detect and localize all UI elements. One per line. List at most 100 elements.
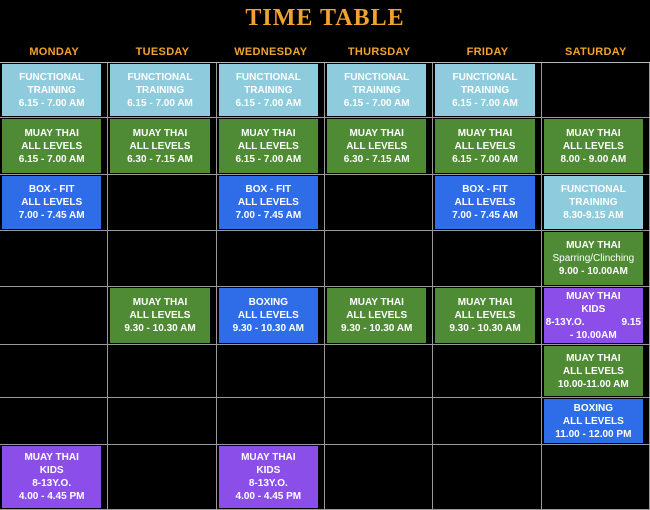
class-text-line: MUAY THAI <box>241 452 296 463</box>
class-text-line: 6.15 - 7.00 AM <box>235 153 302 165</box>
class-block: MUAY THAI ALL LEVELS 6.30 - 7.15 AM <box>327 119 427 173</box>
cell-tuesday-row7 <box>108 398 217 445</box>
cell-monday-row4 <box>0 231 109 287</box>
class-block: BOX - FIT ALL LEVELS 7.00 - 7.45 AM <box>218 176 318 229</box>
class-text-line: ALL LEVELS <box>237 310 299 321</box>
day-header-tuesday: TUESDAY <box>135 46 190 58</box>
cell-saturday-row7: BOXING ALL LEVELS 11.00 - 12.00 PM <box>541 398 650 445</box>
day-header-monday: MONDAY <box>29 46 79 58</box>
class-block: BOX - FIT ALL LEVELS 7.00 - 7.45 AM <box>2 176 102 229</box>
class-text-line: FUNCTIONAL <box>127 71 193 83</box>
class-block: MUAY THAI ALL LEVELS 6.15 - 7.00 AM <box>218 119 318 173</box>
class-text-line: MUAY THAI <box>566 127 621 139</box>
cell-thursday-row7 <box>325 398 434 445</box>
day-header-saturday: SATURDAY <box>564 46 627 58</box>
class-block: MUAY THAI ALL LEVELS 6.15 - 7.00 AM <box>435 119 535 173</box>
class-text-line: TRAINING <box>569 197 618 208</box>
cell-friday-row4 <box>433 231 542 287</box>
class-text-line: 7.00 - 7.45 AM <box>235 210 302 221</box>
cell-tuesday-row5: MUAY THAI ALL LEVELS 9.30 - 10.30 AM <box>108 287 217 345</box>
class-text-line: ALL LEVELS <box>129 310 191 321</box>
cell-wednesday-row8: MUAY THAI KIDS 8-13Y.O. 4.00 - 4.45 PM <box>216 445 325 510</box>
day-header-row: MONDAY TUESDAY WEDNESDAY THURSDAY FRIDAY SATU… <box>0 36 650 62</box>
class-block: MUAY THAI KIDS 8-13Y.O. 4.00 - 4.45 PM <box>2 446 102 508</box>
split-right: 9.15 <box>621 316 641 328</box>
class-text-line: BOXING <box>248 297 289 308</box>
class-text-line: BOX - FIT <box>28 184 75 195</box>
class-text-line: 8.00 - 9.00 AM <box>560 153 627 165</box>
class-text-line: ALL LEVELS <box>562 140 624 152</box>
cell-monday-row1: FUNCTIONAL TRAINING 6.15 - 7.00 AM <box>0 63 109 118</box>
class-block: MUAY THAI ALL LEVELS 9.30 - 10.30 AM <box>327 288 427 343</box>
class-text-line: Sparring/Clinching <box>552 253 635 264</box>
class-text-line: MUAY THAI <box>24 127 79 139</box>
class-text-line: 6.30 - 7.15 AM <box>343 153 410 165</box>
class-text-line: BOX - FIT <box>462 184 508 195</box>
class-block: FUNCTIONAL TRAINING 6.15 - 7.00 AM <box>110 64 210 116</box>
class-text-line: 7.00 - 7.45 AM <box>18 210 85 221</box>
day-header-thursday: THURSDAY <box>347 46 411 58</box>
cell-thursday-row5: MUAY THAI ALL LEVELS 9.30 - 10.30 AM <box>325 287 434 345</box>
cell-tuesday-row6 <box>108 345 217 398</box>
class-text-line: 11.00 - 12.00 PM <box>555 428 632 440</box>
class-text-line: 8-13Y.O. <box>32 478 72 489</box>
class-block: MUAY THAI ALL LEVELS 9.30 - 10.30 AM <box>110 288 210 343</box>
class-block: FUNCTIONAL TRAINING 6.15 - 7.00 AM <box>435 64 535 116</box>
class-text-line: ALL LEVELS <box>562 365 624 377</box>
class-text-line: ALL LEVELS <box>21 140 83 152</box>
class-block: MUAY THAI ALL LEVELS 8.00 - 9.00 AM <box>543 119 643 173</box>
class-text-line: 6.15 - 7.00 AM <box>18 153 85 165</box>
class-text-line: FUNCTIONAL <box>344 71 410 83</box>
class-text-line: 8-13Y.O. <box>248 478 288 489</box>
cell-tuesday-row3 <box>108 175 217 231</box>
class-text-line: 6.15 - 7.00 AM <box>452 153 518 165</box>
cell-wednesday-row4 <box>216 231 325 287</box>
class-text-line: 6.15 - 7.00 AM <box>18 97 85 109</box>
class-text-line: ALL LEVELS <box>454 310 516 321</box>
class-text-line: TRAINING <box>27 84 76 96</box>
class-text-line: 6.30 - 7.15 AM <box>127 153 193 165</box>
class-text-line: FUNCTIONAL <box>452 71 518 83</box>
cell-wednesday-row2: MUAY THAI ALL LEVELS 6.15 - 7.00 AM <box>216 118 325 175</box>
class-text-line: 9.30 - 10.30 AM <box>449 323 521 334</box>
class-text-line: ALL LEVELS <box>237 140 299 152</box>
class-text-line: KIDS <box>581 303 606 315</box>
class-text-line: 9.30 - 10.30 AM <box>124 323 196 334</box>
cell-wednesday-row1: FUNCTIONAL TRAINING 6.15 - 7.00 AM <box>216 63 325 118</box>
cell-monday-row2: MUAY THAI ALL LEVELS 6.15 - 7.00 AM <box>0 118 109 175</box>
class-text-line: - 10.00AM <box>569 329 617 341</box>
class-text-line: ALL LEVELS <box>21 197 83 208</box>
cell-friday-row7 <box>433 398 542 445</box>
class-block: MUAY THAI ALL LEVELS 9.30 - 10.30 AM <box>435 288 535 343</box>
cell-thursday-row1: FUNCTIONAL TRAINING 6.15 - 7.00 AM <box>325 63 434 118</box>
cell-thursday-row3 <box>325 175 434 231</box>
class-text-line: 9.30 - 10.30 AM <box>232 323 304 334</box>
class-text-line: MUAY THAI <box>132 127 188 139</box>
cell-tuesday-row2: MUAY THAI ALL LEVELS 6.30 - 7.15 AM <box>108 118 217 175</box>
cell-saturday-row1 <box>541 63 650 118</box>
cell-tuesday-row1: FUNCTIONAL TRAINING 6.15 - 7.00 AM <box>108 63 217 118</box>
class-text-line: ALL LEVELS <box>237 197 299 208</box>
class-block: MUAY THAI Sparring/Clinching 9.00 - 10.00A… <box>543 232 643 285</box>
class-block: FUNCTIONAL TRAINING 6.15 - 7.00 AM <box>2 64 102 116</box>
cell-tuesday-row8 <box>108 445 217 510</box>
class-text-line: MUAY THAI <box>132 297 188 308</box>
class-text-line: MUAY THAI <box>457 127 513 139</box>
class-text-line: MUAY THAI <box>566 290 621 302</box>
cell-thursday-row8 <box>325 445 434 510</box>
class-block: MUAY THAI KIDS 8-13Y.O. 4.00 - 4.45 PM <box>218 446 318 508</box>
cell-friday-row8 <box>433 445 542 510</box>
class-text-line: ALL LEVELS <box>129 140 191 152</box>
class-text-line: FUNCTIONAL <box>560 184 626 195</box>
cell-friday-row6 <box>433 345 542 398</box>
class-block: FUNCTIONAL TRAINING 6.15 - 7.00 AM <box>218 64 318 116</box>
class-text-line: MUAY THAI <box>241 127 296 139</box>
class-text-line: MUAY THAI <box>457 297 513 308</box>
cell-thursday-row2: MUAY THAI ALL LEVELS 6.30 - 7.15 AM <box>325 118 434 175</box>
class-text-line: TRAINING <box>460 84 510 96</box>
class-text-line: TRAINING <box>244 84 293 96</box>
class-text-line: ALL LEVELS <box>454 197 516 208</box>
class-text-line: BOXING <box>573 402 614 414</box>
class-text-line: KIDS <box>39 465 64 476</box>
